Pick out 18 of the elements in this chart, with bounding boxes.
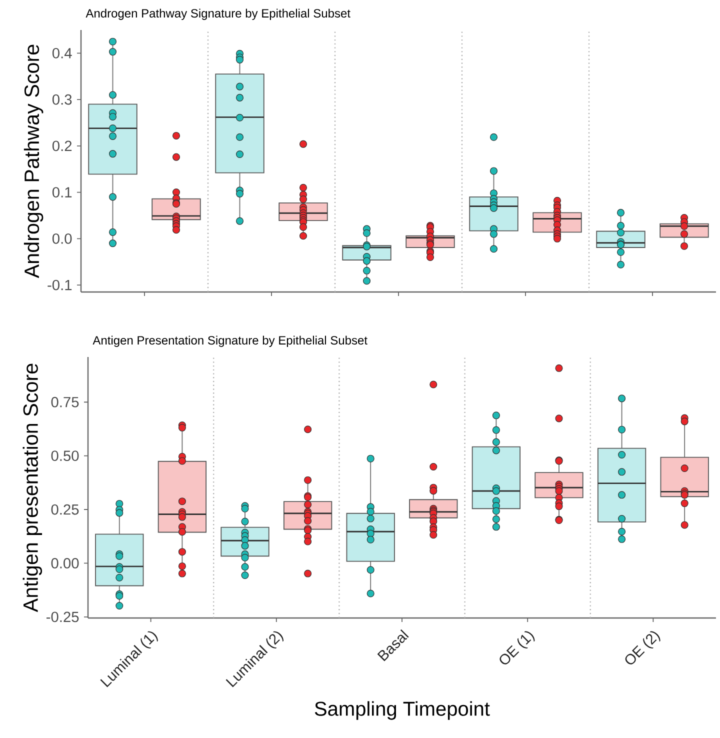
x-tick-label: OE (2) [625, 631, 660, 664]
y-tick-label: 0.25 [51, 504, 79, 515]
y-tick-label: 0.50 [51, 450, 79, 461]
y-tick-label: -0.1 [48, 280, 72, 290]
x-tick-label: OE (1) [500, 631, 535, 664]
y-tick-label: 0.75 [51, 396, 79, 408]
y-tick-label: 0.3 [52, 94, 72, 105]
y-tick-label: 0.4 [52, 48, 72, 58]
y-axis-title: Androgen Pathway Score [24, 44, 44, 278]
y-tick-label: 0.2 [52, 140, 72, 152]
y-tick-label: 0.1 [52, 187, 72, 198]
x-axis-title: Sampling Timepoint [314, 701, 490, 720]
y-axis-title: Antigen presentation Score [22, 364, 42, 612]
y-tick-label: 0.00 [51, 558, 79, 568]
y-tick-label: 0.0 [52, 233, 72, 244]
y-tick-label: -0.25 [46, 612, 79, 622]
chart-title: Androgen Pathway Signature by Epithelial Subset [86, 8, 350, 20]
chart-title: Antigen Presentation Signature by Epithelial Subset [92, 336, 368, 347]
